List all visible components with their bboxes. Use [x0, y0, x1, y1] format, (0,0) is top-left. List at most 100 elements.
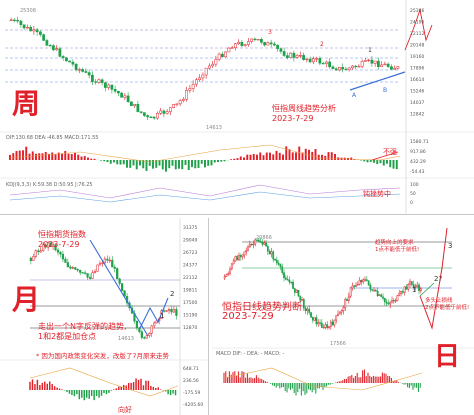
weekly-candle: [266, 42, 270, 46]
monthly-candle: [167, 308, 171, 311]
monthly-candle: [76, 269, 79, 271]
daily-candle: [283, 272, 285, 279]
weekly-candle: [48, 45, 52, 47]
daily-candle: [409, 281, 411, 285]
weekly-candle: [172, 104, 176, 108]
daily-candle: [367, 280, 370, 286]
monthly-macd-tick: 236.56: [183, 378, 199, 384]
daily-candle: [288, 279, 291, 283]
daily-candle: [295, 289, 298, 293]
weekly-candle: [100, 79, 104, 83]
daily-candle: [261, 242, 264, 245]
monthly-wave-1: 1: [160, 312, 164, 320]
weekly-candle: [331, 66, 335, 69]
weekly-candle: [32, 29, 36, 32]
weekly-price-tick: 24196: [410, 20, 424, 26]
weekly-candle: [159, 110, 163, 114]
monthly-candle: [84, 272, 87, 274]
weekly-macd-tick: 432.29: [410, 159, 426, 165]
weekly-candle: [393, 68, 397, 70]
monthly-candle: [145, 335, 148, 339]
weekly-candle: [65, 57, 68, 62]
daily-candle: [358, 280, 361, 285]
daily-candle: [392, 300, 395, 302]
daily-candle: [290, 281, 293, 284]
monthly-candle: [39, 250, 42, 253]
weekly-candle: [182, 98, 185, 101]
weekly-kdj-tick: 0: [410, 200, 413, 206]
weekly-candle: [126, 95, 130, 103]
daily-candle: [383, 298, 386, 303]
monthly-price-tick: 29049: [183, 238, 197, 244]
monthly-macd-tick: -175.59: [183, 390, 201, 396]
monthly-candle: [106, 258, 109, 261]
weekly-candle: [133, 104, 137, 107]
weekly-candle: [276, 44, 280, 50]
daily-candle: [248, 243, 251, 248]
daily-candle: [286, 279, 289, 281]
weekly-candle: [227, 47, 231, 53]
daily-candle: [382, 296, 384, 299]
weekly-candle: [113, 89, 117, 92]
weekly-wave-A: A: [352, 92, 357, 99]
weekly-projection-line: [404, 8, 433, 51]
daily-candle: [331, 321, 334, 326]
weekly-candle: [312, 58, 315, 63]
daily-candle: [322, 327, 325, 329]
monthly-bg: [0, 218, 208, 415]
weekly-candle: [68, 60, 72, 63]
weekly-candle: [325, 61, 328, 64]
weekly-candle: [123, 95, 127, 98]
monthly-price-tick: 31375: [183, 225, 197, 231]
daily-candle: [308, 308, 311, 313]
daily-note-down: 多头止损线 2点不能低于前低!: [425, 298, 470, 311]
weekly-candle: [247, 41, 250, 45]
weekly-candle: [198, 77, 202, 81]
weekly-candle: [201, 74, 205, 79]
daily-candle: [310, 312, 312, 318]
weekly-candle: [162, 110, 166, 114]
weekly-candle: [367, 59, 371, 62]
weekly-candle: [188, 88, 192, 91]
monthly-macd-tick: -4205.60: [183, 402, 203, 408]
weekly-candle: [347, 67, 351, 70]
weekly-wave-B: B: [383, 87, 387, 94]
daily-candle: [257, 239, 260, 242]
weekly-kdj-line: [9, 184, 401, 199]
daily-chart-svg: 3 2? 1: [212, 218, 474, 415]
weekly-price-tick: 14037: [410, 100, 424, 106]
weekly-candle: [338, 67, 341, 71]
weekly-candle: [308, 58, 312, 63]
weekly-kdj-line2: [9, 191, 401, 203]
weekly-candle: [351, 65, 354, 69]
weekly-candle: [263, 42, 267, 46]
weekly-candle: [39, 31, 42, 35]
monthly-candle: [162, 310, 166, 312]
daily-candle: [270, 251, 273, 255]
daily-candle: [263, 242, 266, 245]
monthly-candle: [148, 333, 151, 336]
daily-candle: [353, 285, 356, 287]
daily-candle: [356, 283, 359, 286]
weekly-candle: [260, 39, 263, 43]
weekly-macd-tick: 917.86: [410, 149, 426, 155]
weekly-candle: [22, 24, 26, 29]
daily-candle: [293, 288, 296, 293]
daily-candle: [236, 256, 239, 261]
weekly-chart-panel: 3 2 1 A B 25386 24196 22112 20148 19160 17896 16614…: [0, 0, 474, 215]
monthly-candle: [88, 277, 92, 279]
monthly-candle: [172, 309, 176, 313]
daily-projection: [419, 227, 448, 330]
weekly-candle: [221, 53, 224, 58]
daily-candle: [418, 284, 420, 291]
monthly-candle: [121, 283, 124, 291]
daily-candle: [333, 319, 336, 326]
daily-candle: [389, 301, 392, 305]
weekly-candle: [318, 58, 322, 64]
monthly-candle: [64, 258, 67, 263]
monthly-wave-2: 2: [170, 290, 174, 298]
daily-candle: [254, 239, 257, 245]
daily-candle: [407, 284, 410, 290]
weekly-price-tick: 20148: [410, 43, 424, 49]
weekly-candle: [130, 101, 133, 107]
